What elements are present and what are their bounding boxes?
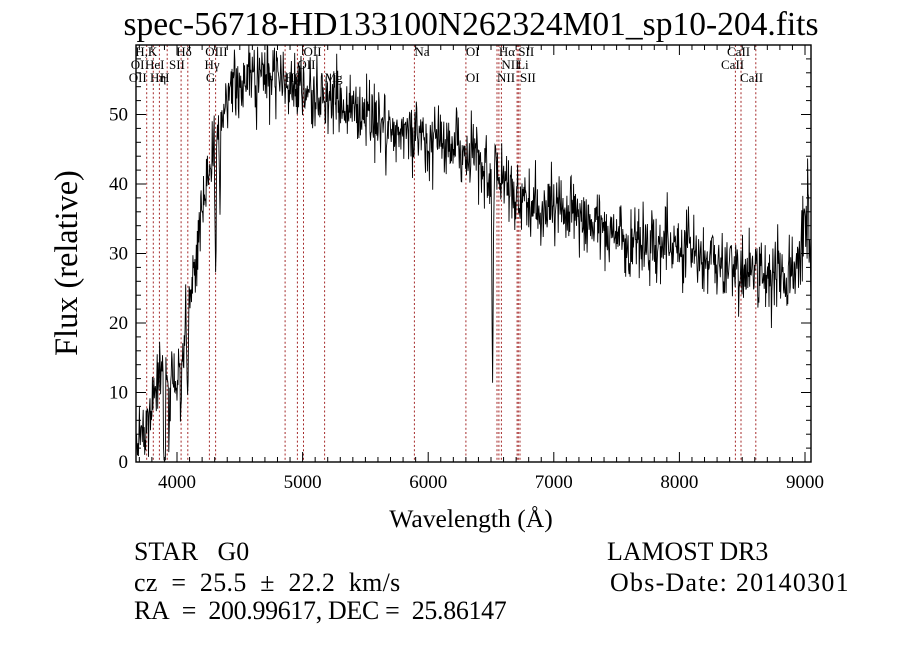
svg-text:G: G <box>206 70 215 85</box>
svg-text:OI: OI <box>466 70 480 85</box>
svg-text:40: 40 <box>109 174 128 195</box>
svg-text:7000: 7000 <box>535 472 573 493</box>
svg-text:SII: SII <box>169 57 185 72</box>
svg-text:4000: 4000 <box>158 472 196 493</box>
svg-text:CaII: CaII <box>727 44 750 59</box>
svg-text:H: H <box>160 70 169 85</box>
svg-text:20: 20 <box>109 313 128 334</box>
svg-text:9000: 9000 <box>786 472 824 493</box>
svg-text:Obs-Date: 20140301: Obs-Date: 20140301 <box>610 568 850 597</box>
svg-text:HeI: HeI <box>145 57 165 72</box>
svg-text:RA = 200.99617, DEC = 25.86: RA = 200.99617, DEC = 25.86147 <box>134 596 507 625</box>
svg-text:Wavelength (Å): Wavelength (Å) <box>389 504 553 533</box>
svg-text:Na: Na <box>414 44 429 59</box>
svg-text:OIII: OIII <box>205 44 227 59</box>
svg-text:CaII: CaII <box>721 57 744 72</box>
svg-text:OII: OII <box>297 57 315 72</box>
svg-text:SII: SII <box>520 70 536 85</box>
svg-text:OI: OI <box>466 44 480 59</box>
svg-text:cz = 25.5 ± 22.2 km/s: cz = 25.5 ± 22.2 km/s <box>134 568 401 597</box>
svg-text:OII: OII <box>129 70 147 85</box>
svg-text:spec-56718-HD133100N262324M01_: spec-56718-HD133100N262324M01_sp10-204.f… <box>123 6 818 43</box>
svg-text:30: 30 <box>109 244 128 265</box>
svg-text:Flux (relative): Flux (relative) <box>48 170 84 356</box>
svg-text:50: 50 <box>109 105 128 126</box>
svg-text:8000: 8000 <box>660 472 698 493</box>
svg-text:Hγ: Hγ <box>205 57 220 72</box>
svg-text:10: 10 <box>109 383 128 404</box>
svg-text:OII: OII <box>304 44 322 59</box>
svg-text:Mg: Mg <box>325 70 344 85</box>
svg-text:H,K: H,K <box>135 44 158 59</box>
svg-text:CaII: CaII <box>740 70 763 85</box>
svg-text:STAR G0: STAR G0 <box>134 537 249 566</box>
svg-text:SII: SII <box>518 44 534 59</box>
svg-text:5000: 5000 <box>284 472 322 493</box>
svg-text:LAMOST DR3: LAMOST DR3 <box>607 537 768 566</box>
svg-text:0: 0 <box>119 452 129 473</box>
svg-text:Hβ: Hβ <box>285 70 301 85</box>
svg-text:NII: NII <box>497 70 515 85</box>
svg-text:6000: 6000 <box>409 472 447 493</box>
